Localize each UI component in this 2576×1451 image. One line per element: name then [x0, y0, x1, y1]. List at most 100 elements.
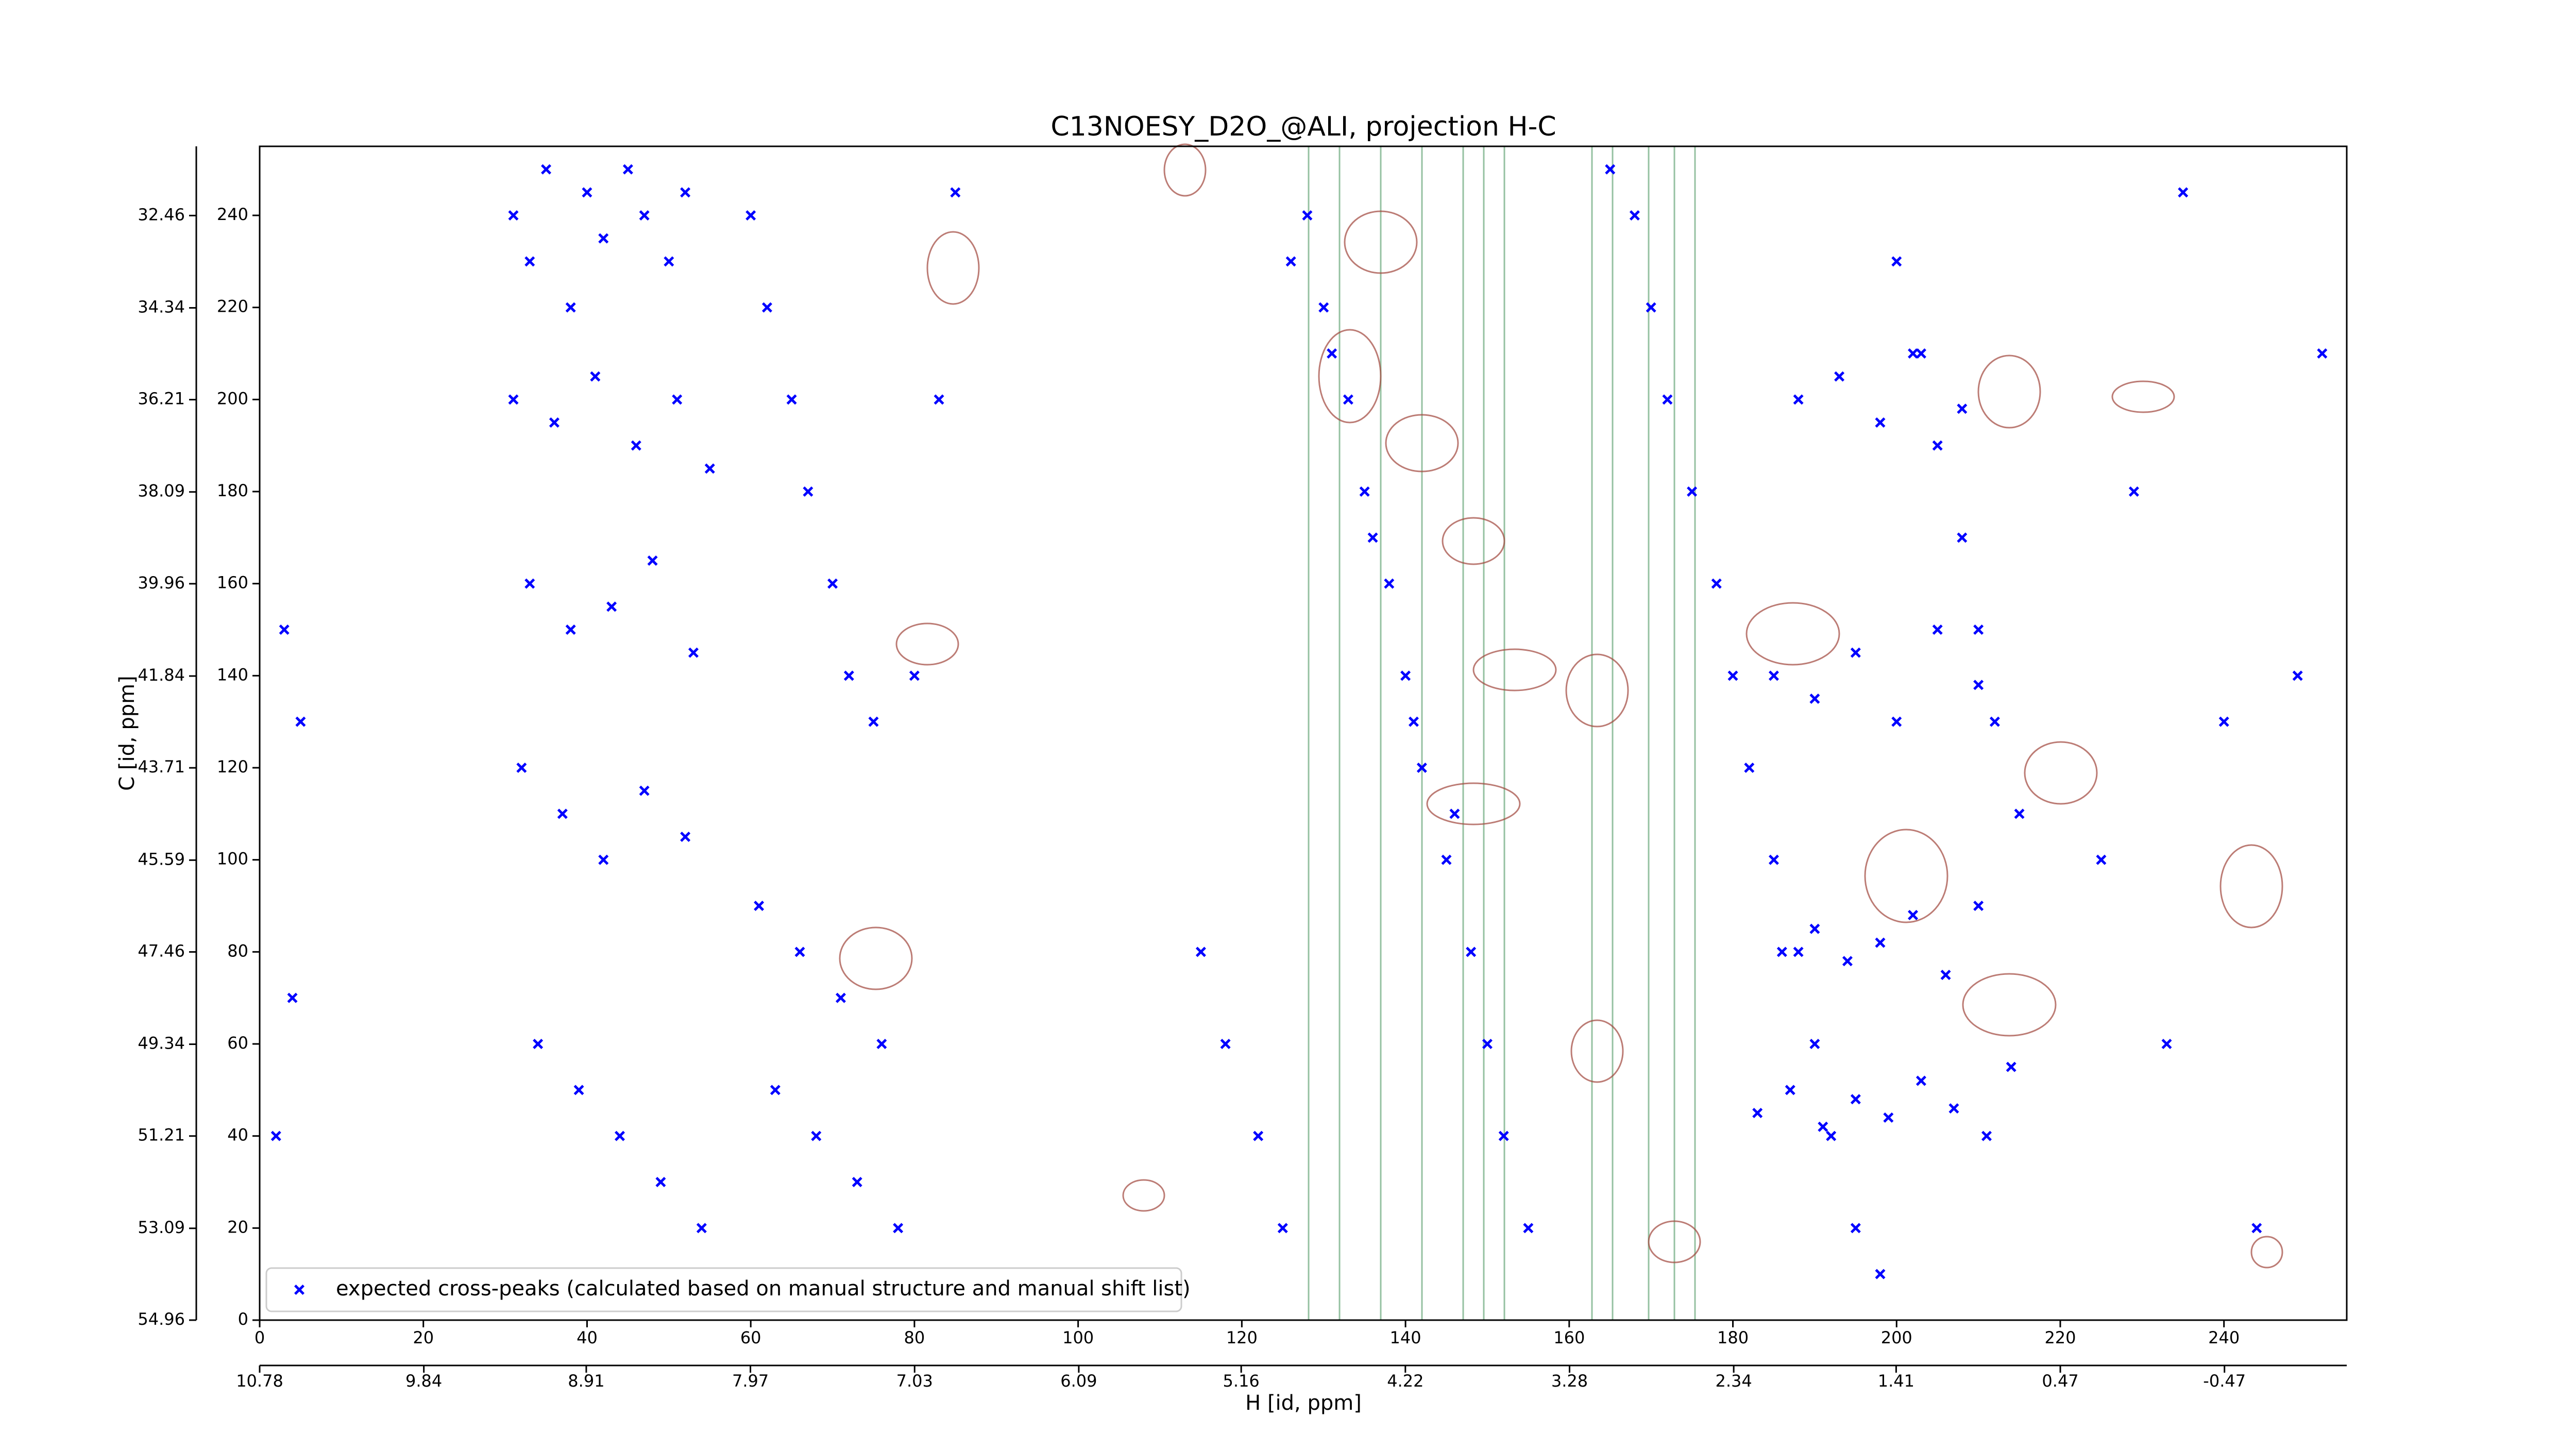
chart-title: C13NOESY_D2O_@ALI, projection H-C: [1050, 111, 1556, 142]
cross-peak: [1416, 763, 1427, 773]
y-tick-label: 240: [217, 205, 248, 224]
cross-peak: [2014, 808, 2025, 819]
cross-peak: [1850, 1223, 1861, 1234]
x-tick-label: 80: [904, 1328, 925, 1347]
y-tick-label: 200: [217, 389, 248, 408]
y2-tick-label: 54.96: [138, 1309, 185, 1329]
spectrum-contours: [839, 143, 2283, 1320]
y-tick-label: 40: [227, 1125, 248, 1145]
cross-peak: [1809, 1039, 1820, 1049]
cross-peak: [704, 463, 715, 474]
y-tick-label: 80: [227, 941, 248, 960]
cross-peak: [754, 901, 765, 911]
cross-peak: [1842, 956, 1853, 967]
cross-peak: [1441, 854, 1452, 865]
cross-peak: [1809, 923, 1820, 934]
y2-tick-label: 45.59: [138, 849, 185, 869]
cross-peak: [909, 670, 920, 681]
cross-peak: [524, 578, 535, 589]
cross-peak: [1875, 1269, 1886, 1279]
x2-tick-label: 4.22: [1387, 1371, 1423, 1391]
y-tick-label: 140: [217, 665, 248, 684]
cross-peak: [811, 1131, 822, 1141]
cross-peak: [1875, 417, 1886, 428]
cross-peak: [1752, 1108, 1763, 1118]
cross-peak: [1818, 1121, 1828, 1132]
cross-peak: [1891, 256, 1902, 267]
x-tick-label: 60: [740, 1328, 761, 1347]
cross-peak: [1908, 909, 1919, 920]
cross-peak: [934, 394, 944, 405]
cross-peak: [2251, 1223, 2262, 1234]
y2-tick-label: 34.34: [138, 297, 185, 316]
cross-peak: [1973, 625, 1984, 635]
legend-box: [265, 1267, 1182, 1312]
cross-peak: [745, 210, 756, 221]
x-tick-label: 160: [1553, 1328, 1585, 1347]
cross-peak: [647, 555, 658, 566]
cross-peak: [1916, 348, 1926, 359]
cross-peak: [1195, 947, 1206, 957]
cross-peak: [2178, 187, 2189, 198]
cross-peak: [1277, 1223, 1288, 1234]
cross-peak: [541, 164, 552, 175]
cross-peak: [582, 187, 592, 198]
y-tick-label: 120: [217, 757, 248, 777]
cross-peak: [843, 670, 854, 681]
cross-peak: [549, 417, 560, 428]
green-contours: [1308, 146, 1696, 1320]
cross-peak: [2128, 486, 2139, 497]
y2-tick-label: 47.46: [138, 941, 185, 960]
legend-marker: [294, 1285, 304, 1295]
cross-peak: [664, 256, 674, 267]
cross-peak: [1498, 1131, 1509, 1141]
cross-peak: [868, 716, 879, 727]
y-tick-label: 20: [227, 1217, 248, 1237]
cross-peak: [1408, 716, 1419, 727]
cross-peak: [622, 164, 633, 175]
cross-peak: [680, 832, 691, 842]
cross-peak: [1646, 302, 1656, 313]
cross-peak: [590, 371, 601, 382]
cross-peak: [516, 763, 527, 773]
cross-peak: [1785, 1085, 1795, 1095]
cross-peak: [1957, 532, 1968, 543]
cross-peak: [1253, 1131, 1264, 1141]
cross-peak: [680, 187, 691, 198]
cross-peak: [1981, 1131, 1992, 1141]
x-tick-label: 140: [1390, 1328, 1421, 1347]
cross-peak: [1850, 1094, 1861, 1105]
cross-peak: [1973, 901, 1984, 911]
cross-peak: [1744, 763, 1755, 773]
x-axis-label: H [id, ppm]: [1245, 1391, 1362, 1415]
legend-label: expected cross-peaks (calculated based o…: [336, 1277, 1191, 1301]
x2-tick-label: 0.47: [2042, 1371, 2078, 1391]
cross-peak: [1793, 947, 1804, 957]
cross-peak: [2096, 854, 2107, 865]
y2-tick-label: 43.71: [138, 757, 185, 777]
x2-tick-label: 3.28: [1551, 1371, 1588, 1391]
x2-tick-label: 10.78: [236, 1371, 283, 1391]
cross-peak: [1384, 578, 1395, 589]
cross-peak: [295, 716, 306, 727]
cross-peak: [786, 394, 797, 405]
cross-peak: [598, 854, 609, 865]
cross-peak: [1948, 1103, 1959, 1114]
cross-peak: [1662, 394, 1673, 405]
cross-peak: [614, 1131, 625, 1141]
cross-peak: [631, 440, 641, 451]
cross-peak: [803, 486, 814, 497]
y2-tick-label: 51.21: [138, 1125, 185, 1145]
y-tick-label: 100: [217, 849, 248, 869]
cross-peak: [835, 992, 846, 1003]
cross-peak: [1605, 164, 1616, 175]
cross-peak: [1482, 1039, 1493, 1049]
cross-peak: [950, 187, 961, 198]
cross-peak: [1285, 256, 1296, 267]
x-tick-label: 220: [2044, 1328, 2076, 1347]
cross-peak: [287, 992, 298, 1003]
y-tick-label: 180: [217, 481, 248, 500]
x-tick-label: 0: [255, 1328, 265, 1347]
x2-tick-label: 5.16: [1223, 1371, 1260, 1391]
cross-peak: [1768, 854, 1779, 865]
